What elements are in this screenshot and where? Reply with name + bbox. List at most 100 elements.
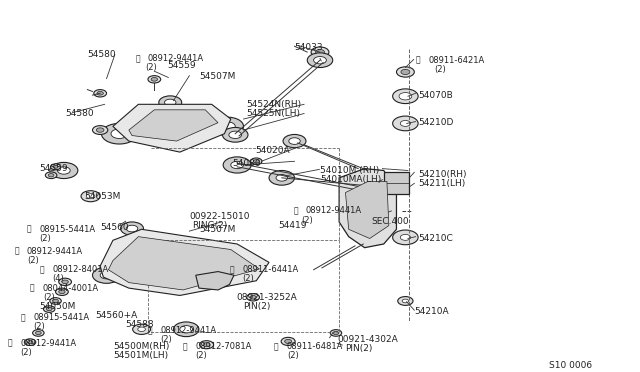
Text: (2): (2) <box>196 351 207 360</box>
Polygon shape <box>384 172 409 195</box>
Text: 54211(LH): 54211(LH) <box>419 179 466 188</box>
Circle shape <box>396 67 414 77</box>
Circle shape <box>283 134 306 148</box>
Circle shape <box>239 269 251 276</box>
Text: 08921-3252A: 08921-3252A <box>236 293 296 302</box>
Circle shape <box>51 164 61 170</box>
Circle shape <box>393 230 418 245</box>
Circle shape <box>285 339 292 343</box>
Text: 54580: 54580 <box>88 50 116 59</box>
Circle shape <box>355 183 381 198</box>
Circle shape <box>97 92 103 95</box>
Circle shape <box>231 161 244 169</box>
Circle shape <box>276 174 287 181</box>
Circle shape <box>52 299 58 303</box>
Text: PIN(2): PIN(2) <box>346 343 373 353</box>
Circle shape <box>45 172 57 179</box>
Text: 54507M: 54507M <box>199 72 236 81</box>
Circle shape <box>250 295 256 299</box>
Circle shape <box>223 128 248 142</box>
Circle shape <box>58 167 70 174</box>
Text: Ⓝ: Ⓝ <box>8 339 12 348</box>
Circle shape <box>48 174 54 177</box>
Circle shape <box>50 163 78 179</box>
Circle shape <box>100 272 113 279</box>
Text: 54559: 54559 <box>167 61 196 70</box>
Circle shape <box>311 47 329 57</box>
Text: S10 0006: S10 0006 <box>549 361 593 370</box>
Circle shape <box>229 131 242 138</box>
Text: (2): (2) <box>287 351 299 360</box>
Circle shape <box>59 290 65 294</box>
Circle shape <box>399 93 412 100</box>
Text: 54010MA(LH): 54010MA(LH) <box>320 175 381 184</box>
Circle shape <box>46 307 52 311</box>
Circle shape <box>27 340 33 344</box>
Circle shape <box>53 165 58 168</box>
Text: (4): (4) <box>52 275 64 283</box>
Text: Ⓑ: Ⓑ <box>30 283 35 293</box>
Text: Ⓝ: Ⓝ <box>14 247 19 256</box>
Text: 54070B: 54070B <box>419 91 454 100</box>
Text: Ⓜ: Ⓜ <box>27 225 31 234</box>
Text: (2): (2) <box>435 65 447 74</box>
Circle shape <box>250 158 262 164</box>
Text: (2): (2) <box>301 216 312 225</box>
Circle shape <box>86 194 95 199</box>
Text: 54210A: 54210A <box>414 308 449 317</box>
Polygon shape <box>339 169 396 248</box>
Circle shape <box>246 294 259 301</box>
Circle shape <box>94 90 106 97</box>
Text: (2): (2) <box>20 348 32 357</box>
Text: Ⓝ: Ⓝ <box>20 313 25 322</box>
Polygon shape <box>113 104 231 152</box>
Text: (2): (2) <box>243 275 254 283</box>
Circle shape <box>203 343 210 347</box>
Text: 54033: 54033 <box>294 43 323 52</box>
Circle shape <box>223 157 251 173</box>
Polygon shape <box>108 237 259 290</box>
Text: Ⓝ: Ⓝ <box>293 206 298 215</box>
Circle shape <box>164 99 176 106</box>
Text: 54524N(RH): 54524N(RH) <box>246 100 302 109</box>
Text: 54501M(LH): 54501M(LH) <box>113 351 168 360</box>
Circle shape <box>253 160 259 163</box>
Text: 54588: 54588 <box>125 320 154 329</box>
Circle shape <box>149 247 172 260</box>
Circle shape <box>93 126 108 134</box>
Circle shape <box>97 128 104 132</box>
Text: PIN(2): PIN(2) <box>244 302 271 311</box>
Text: (2): (2) <box>43 293 54 302</box>
Text: Ⓝ: Ⓝ <box>40 265 44 274</box>
Text: 54053M: 54053M <box>84 192 120 201</box>
Circle shape <box>180 326 193 333</box>
Text: (2): (2) <box>145 63 157 72</box>
Circle shape <box>212 117 244 135</box>
Circle shape <box>393 89 418 103</box>
Circle shape <box>93 267 120 283</box>
Text: 08912-9441A: 08912-9441A <box>161 326 217 335</box>
Circle shape <box>200 341 214 349</box>
Circle shape <box>148 76 161 83</box>
Text: 54580: 54580 <box>65 109 93 118</box>
Circle shape <box>151 77 157 81</box>
Text: (2): (2) <box>33 322 45 331</box>
Text: Ⓝ: Ⓝ <box>148 326 152 335</box>
Text: 08912-9441A: 08912-9441A <box>20 339 77 348</box>
Circle shape <box>44 306 55 312</box>
Circle shape <box>62 280 68 284</box>
Text: 08912-9441A: 08912-9441A <box>148 54 204 63</box>
Circle shape <box>362 187 374 195</box>
Text: 54559: 54559 <box>40 164 68 173</box>
Text: (2): (2) <box>161 335 172 344</box>
Text: (2): (2) <box>27 256 38 265</box>
Text: 54080: 54080 <box>232 158 260 168</box>
Circle shape <box>50 298 61 304</box>
Circle shape <box>281 337 295 346</box>
Circle shape <box>159 96 182 109</box>
Text: 00921-4302A: 00921-4302A <box>338 335 399 344</box>
Text: 08915-5441A: 08915-5441A <box>40 225 96 234</box>
Text: 54210(RH): 54210(RH) <box>419 170 467 179</box>
Text: Ⓝ: Ⓝ <box>274 342 279 352</box>
Text: 00922-15010: 00922-15010 <box>189 212 250 221</box>
